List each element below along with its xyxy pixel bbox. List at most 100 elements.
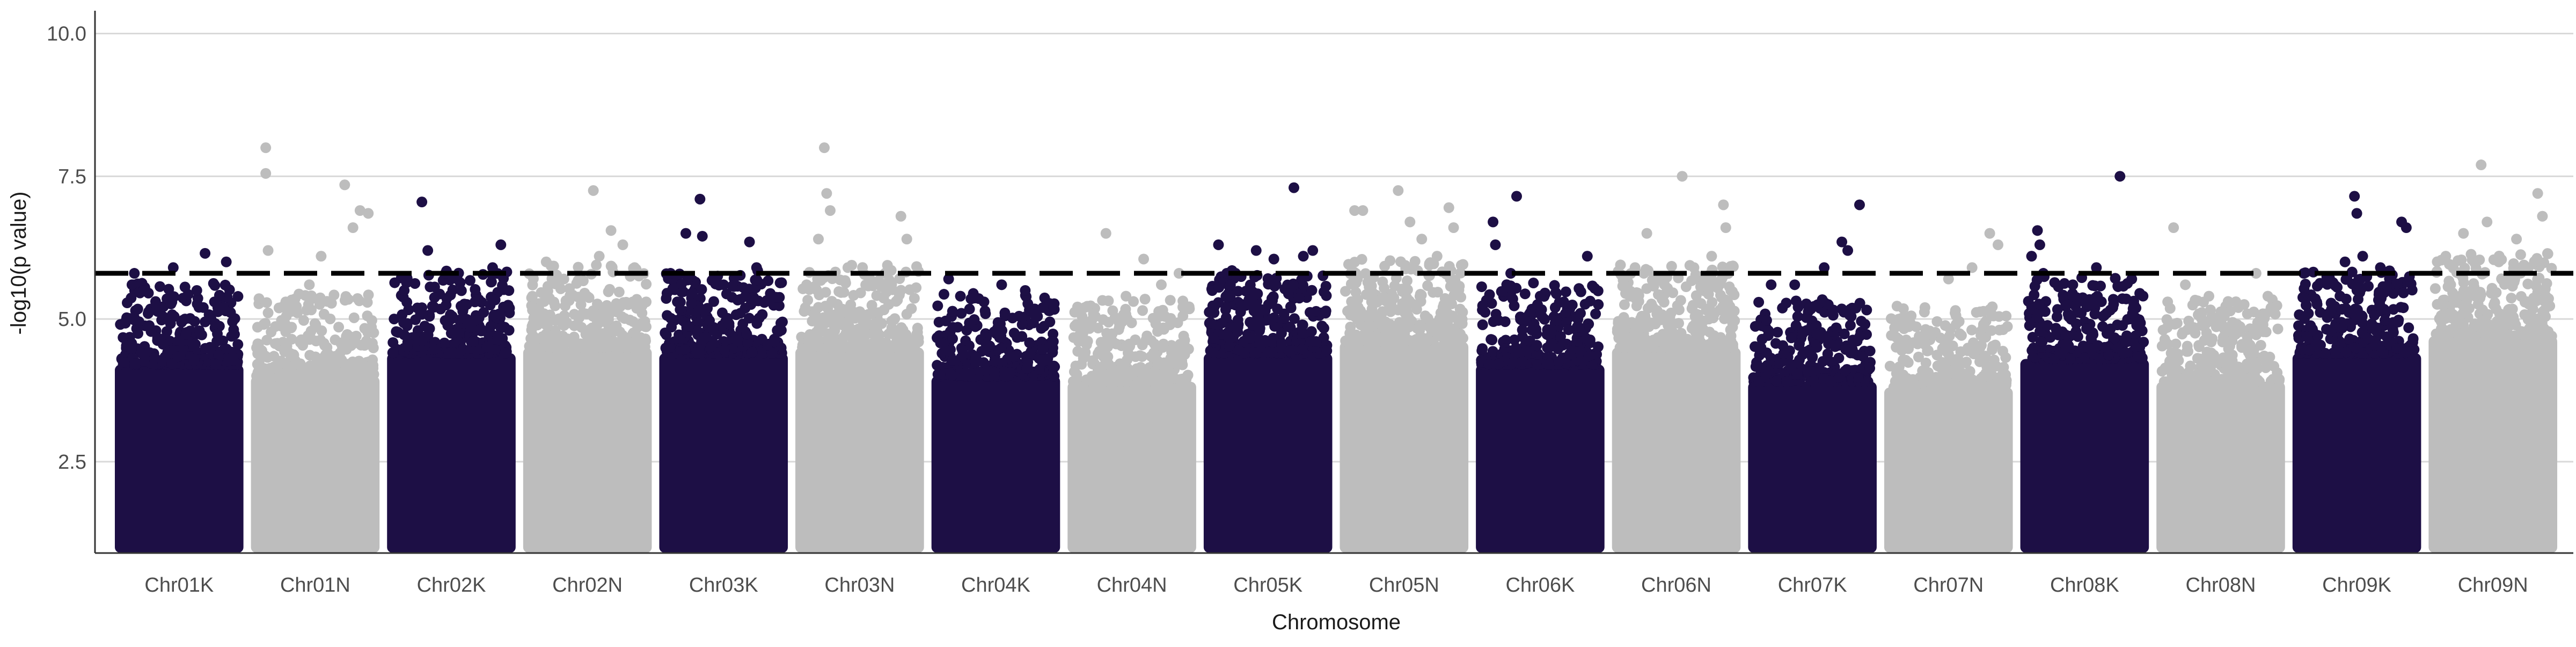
snp-point (1244, 332, 1255, 344)
snp-point (1641, 283, 1652, 294)
bulk-points-chr01n (251, 376, 380, 553)
snp-peak-point (2401, 222, 2412, 233)
snp-point (398, 329, 409, 340)
snp-point (359, 323, 370, 334)
snp-peak-point (540, 256, 552, 267)
snp-point (1366, 321, 1378, 332)
snp-point (1666, 260, 1677, 272)
snp-point (212, 328, 223, 339)
snp-point (2457, 318, 2469, 330)
snp-point (447, 311, 458, 322)
snp-point (708, 276, 720, 287)
snp-point (2029, 289, 2040, 301)
snp-peak-point (2034, 239, 2045, 250)
snp-point (1225, 290, 1236, 302)
snp-point (1415, 296, 1426, 307)
snp-point (2456, 254, 2467, 265)
snp-point (774, 277, 786, 288)
snp-peak-point (1842, 245, 1854, 256)
snp-point (1890, 376, 1901, 387)
snp-point (532, 319, 543, 331)
snp-point (2391, 343, 2403, 354)
snp-point (735, 308, 746, 319)
snp-point (1587, 280, 1598, 292)
snp-point (1432, 287, 1443, 298)
snp-point (470, 284, 481, 295)
snp-peak-point (2351, 208, 2362, 219)
snp-point (1860, 318, 1871, 330)
snp-point (1997, 346, 2008, 357)
snp-point (1505, 282, 1516, 294)
snp-point (1962, 343, 1973, 354)
snp-point (129, 358, 140, 369)
snp-peak-point (262, 245, 274, 256)
snp-point (1630, 293, 1641, 304)
snp-point (875, 339, 886, 350)
snp-point (1297, 328, 1308, 339)
snp-point (662, 343, 673, 354)
snp-point (286, 362, 297, 374)
snp-point (1070, 376, 1081, 387)
snp-point (2045, 332, 2056, 343)
snp-point (2482, 326, 2493, 338)
snp-point (337, 356, 348, 367)
snp-point (1371, 335, 1382, 346)
snp-point (2255, 339, 2266, 351)
snp-point (2024, 320, 2035, 331)
snp-peak-point (1357, 205, 1368, 216)
snp-point (2223, 297, 2234, 308)
snp-point (1695, 281, 1706, 293)
snp-point (2206, 336, 2217, 347)
snp-point (210, 318, 221, 329)
snp-point (616, 342, 627, 353)
snp-point (1318, 323, 1329, 334)
snp-point (286, 333, 297, 345)
snp-point (1975, 330, 1987, 341)
snp-point (1068, 332, 1079, 343)
snp-point (232, 339, 244, 350)
snp-point (1510, 342, 1521, 353)
snp-peak-point (1100, 228, 1111, 239)
snp-point (1306, 326, 1317, 337)
snp-point (2352, 294, 2363, 305)
snp-point (290, 304, 302, 316)
snp-point (286, 322, 297, 333)
snp-point (898, 335, 910, 346)
snp-point (1531, 340, 1542, 351)
snp-point (2112, 280, 2124, 292)
snp-point (1808, 375, 1819, 387)
chromosome-group-chr07k (1748, 199, 1877, 553)
snp-point (772, 325, 783, 336)
snp-point (1424, 258, 1435, 269)
snp-point (223, 353, 234, 365)
snp-peak-point (978, 296, 990, 308)
snp-point (825, 331, 836, 342)
snp-point (1978, 382, 1989, 393)
snp-point (1360, 268, 1371, 279)
snp-point (1555, 331, 1566, 342)
snp-point (1690, 290, 1702, 301)
snp-point (1093, 323, 1104, 334)
snp-peak-point (2180, 279, 2191, 290)
snp-point (1665, 307, 1677, 318)
snp-point (1422, 280, 1433, 292)
snp-peak-point (1431, 251, 1443, 262)
snp-point (2340, 347, 2352, 358)
snp-point (1564, 348, 1576, 360)
snp-point (1861, 304, 1872, 316)
snp-point (2035, 336, 2046, 347)
snp-point (2489, 297, 2500, 308)
snp-point (2541, 278, 2552, 289)
snp-point (886, 322, 897, 333)
snp-point (1811, 320, 1822, 331)
snp-peak-point (2375, 262, 2386, 273)
chromosome-group-chr03n (795, 142, 924, 553)
snp-point (526, 342, 538, 353)
x-tick-label: Chr04N (1097, 574, 1167, 597)
snp-point (614, 326, 626, 338)
snp-peak-point (1213, 239, 1224, 250)
snp-point (1856, 363, 1867, 374)
snp-point (2168, 366, 2179, 377)
snp-point (1526, 324, 1538, 336)
snp-point (157, 339, 169, 350)
